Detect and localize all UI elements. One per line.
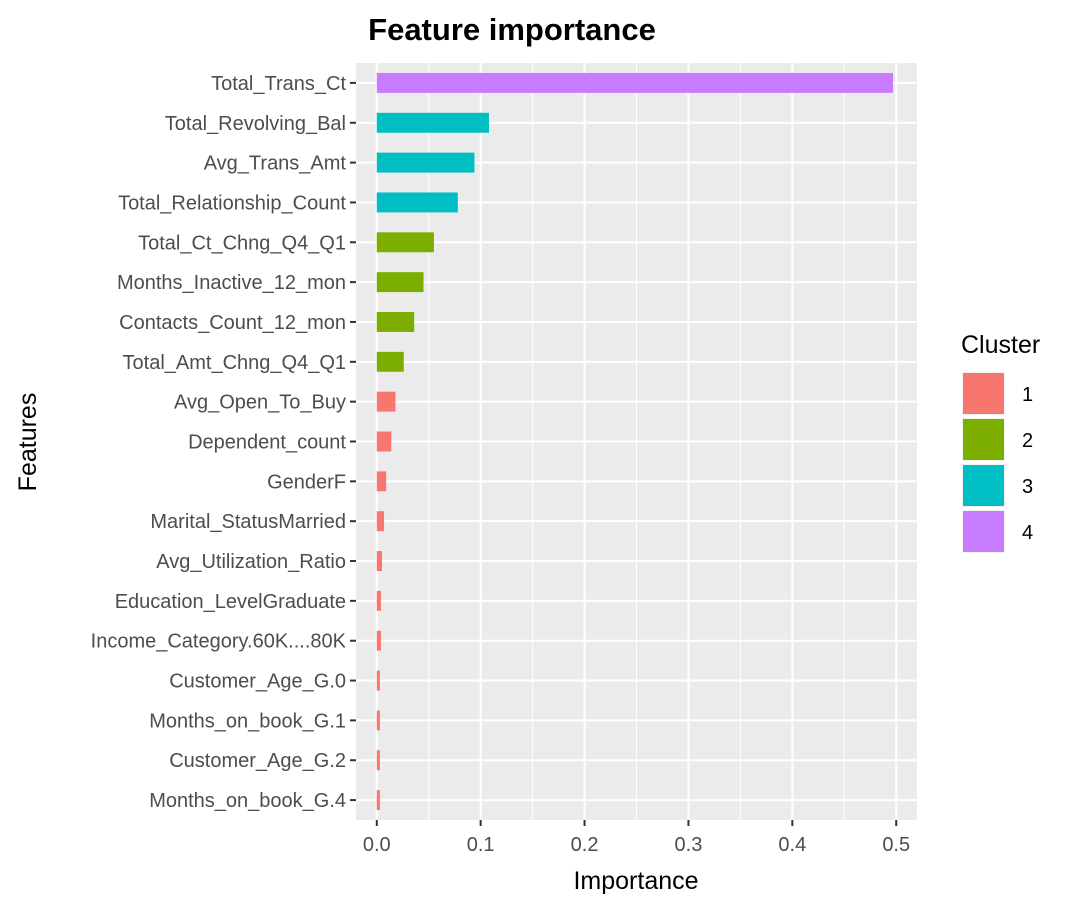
bar [376,630,381,651]
y-tick-label: Months_on_book_G.4 [149,790,346,812]
bar [376,192,458,213]
y-tick-label: Total_Ct_Chng_Q4_Q1 [138,232,346,254]
bar [376,152,475,173]
grid-lines [356,63,917,820]
y-tick-label: Customer_Age_G.2 [169,750,346,772]
chart-title: Feature importance [368,12,656,47]
x-axis-title: Importance [573,867,698,895]
y-axis: Total_Trans_Ct Total_Revolving_Bal Avg_Tra… [91,73,356,812]
y-tick-label: Contacts_Count_12_mon [119,312,346,334]
y-tick-label: Months_on_book_G.1 [149,710,346,732]
y-tick-label: Avg_Open_To_Buy [174,392,346,414]
x-tick-label: 0.1 [467,834,495,856]
x-axis: 0.0 0.1 0.2 0.3 0.4 0.5 [363,820,910,856]
y-tick-label: Customer_Age_G.0 [169,671,346,693]
bar [376,551,382,571]
y-tick-label: Avg_Utilization_Ratio [156,551,346,573]
legend-label: 4 [1022,522,1033,544]
x-tick-label: 0.0 [363,834,391,856]
legend-swatch [963,511,1004,552]
y-tick-label: Total_Trans_Ct [211,73,346,95]
legend-swatch [963,373,1004,414]
legend-swatch [963,419,1004,460]
bar [376,112,489,133]
y-tick-label: Total_Amt_Chng_Q4_Q1 [123,352,346,374]
x-tick-label: 0.4 [778,834,806,856]
bars [376,72,894,811]
y-tick-label: Months_Inactive_12_mon [117,272,346,294]
bar [376,72,894,93]
x-tick-label: 0.2 [571,834,599,856]
y-tick-label: Income_Category.60K....80K [91,631,347,653]
legend: Cluster 1 2 3 4 [961,331,1040,553]
legend-label: 1 [1022,384,1033,406]
legend-label: 2 [1022,430,1033,452]
bar [376,351,404,372]
y-tick-label: Total_Revolving_Bal [165,113,346,135]
bar [376,790,380,811]
bar [376,232,434,253]
x-tick-label: 0.5 [882,834,910,856]
legend-swatch [963,465,1004,506]
bar [376,750,380,771]
y-tick-label: Total_Relationship_Count [118,192,346,214]
y-axis-title: Features [14,393,42,492]
y-tick-label: GenderF [267,471,346,493]
bar [376,471,387,492]
legend-title: Cluster [961,331,1040,359]
y-tick-label: Marital_StatusMarried [150,511,346,533]
y-tick-label: Dependent_count [188,432,346,454]
y-tick-label: Education_LevelGraduate [115,591,346,613]
bar [376,590,381,611]
x-tick-label: 0.3 [675,834,703,856]
bar [376,272,424,293]
bar [376,670,380,691]
bar [376,391,396,412]
bar [376,710,380,731]
bar [376,312,415,332]
y-tick-label: Avg_Trans_Amt [204,153,347,175]
legend-label: 3 [1022,476,1033,498]
bar [376,511,385,532]
bar [376,431,392,452]
